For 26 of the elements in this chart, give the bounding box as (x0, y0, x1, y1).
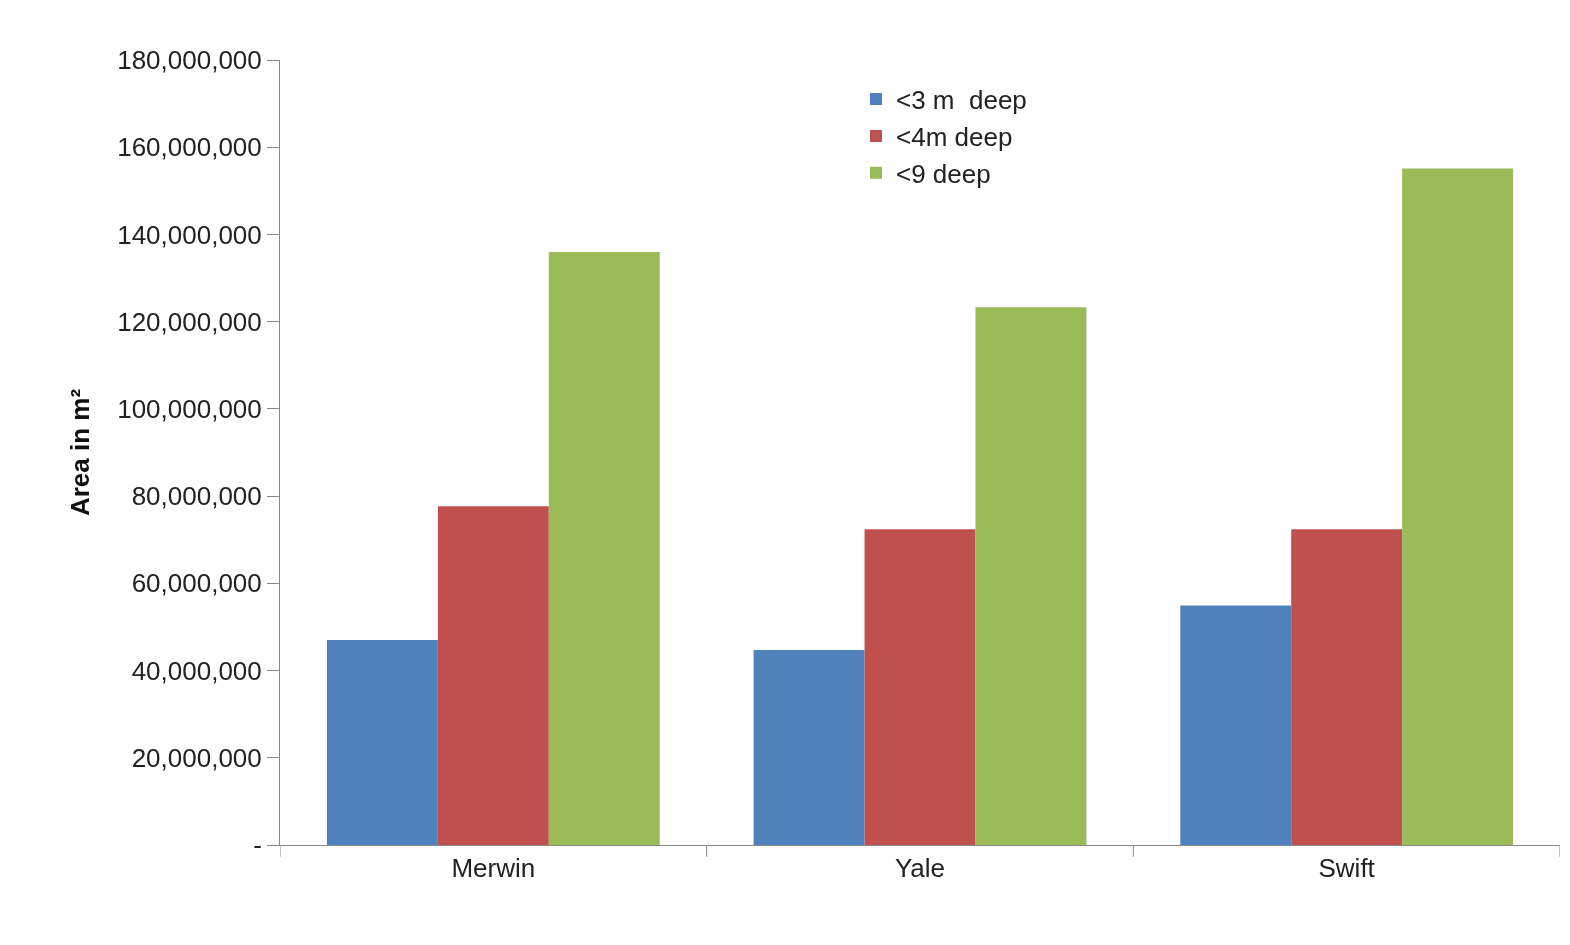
bar (1180, 605, 1292, 845)
bar (1402, 168, 1514, 845)
bar (1291, 529, 1403, 845)
x-tick-label: Yale (894, 853, 946, 884)
legend-label: <3 m deep (896, 85, 1027, 116)
bar (326, 640, 438, 845)
y-tick-label: 40,000,000 (131, 655, 262, 686)
y-tick-label: 20,000,000 (131, 742, 262, 773)
bar (753, 650, 865, 845)
bar (437, 506, 549, 845)
bar (864, 529, 976, 845)
y-tick-label: 120,000,000 (117, 306, 262, 337)
legend-label: <4m deep (896, 122, 1013, 153)
y-axis-title: Area in m² (64, 388, 95, 517)
y-tick-label: 160,000,000 (117, 132, 262, 163)
y-tick-label: 60,000,000 (131, 568, 262, 599)
y-tick-label: 80,000,000 (131, 481, 262, 512)
bar (548, 251, 660, 845)
bar (975, 307, 1087, 845)
y-tick-label: - (253, 830, 262, 861)
legend-label: <9 deep (896, 158, 991, 189)
y-tick-label: 140,000,000 (117, 219, 262, 250)
y-tick-label: 180,000,000 (117, 45, 262, 76)
x-tick-label: Swift (1318, 853, 1376, 884)
y-tick-label: 100,000,000 (117, 393, 262, 424)
x-tick-label: Merwin (451, 853, 536, 884)
